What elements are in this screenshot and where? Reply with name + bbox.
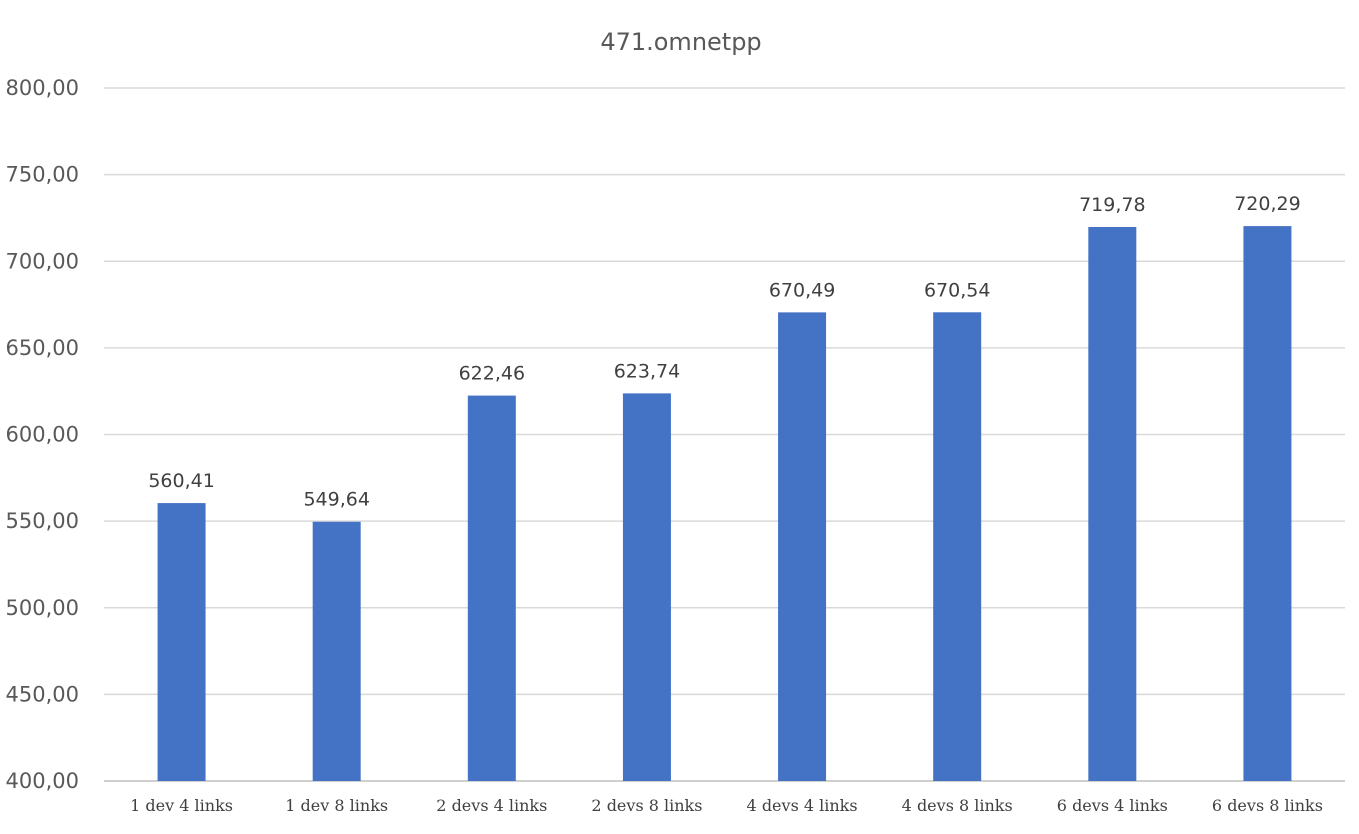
- x-tick-label: 2 devs 4 links: [436, 796, 547, 815]
- y-tick-label: 550,00: [6, 509, 79, 533]
- data-label: 622,46: [459, 363, 525, 385]
- x-tick-label: 1 dev 4 links: [130, 796, 233, 815]
- x-tick-label: 6 devs 8 links: [1212, 796, 1323, 815]
- y-tick-label: 800,00: [6, 76, 79, 100]
- x-tick-label: 2 devs 8 links: [591, 796, 702, 815]
- data-label: 670,54: [924, 279, 990, 301]
- bar: [778, 312, 827, 781]
- data-label: 560,41: [148, 470, 214, 492]
- bars: [157, 226, 1292, 782]
- data-label: 623,74: [614, 360, 680, 382]
- bar: [467, 395, 516, 781]
- y-tick-label: 500,00: [6, 596, 79, 620]
- x-tick-label: 4 devs 4 links: [747, 796, 858, 815]
- bar: [1243, 226, 1292, 781]
- y-axis-tick-labels: 400,00 450,00 500,00 550,00 600,00 650,00 700,…: [6, 76, 79, 793]
- data-label: 670,49: [769, 279, 835, 301]
- data-label: 719,78: [1079, 194, 1145, 216]
- x-tick-label: 1 dev 8 links: [285, 796, 388, 815]
- bar: [933, 312, 982, 781]
- x-axis-tick-labels: 1 dev 4 links 1 dev 8 links 2 devs 4 links…: [130, 796, 1323, 815]
- x-tick-label: 6 devs 4 links: [1057, 796, 1168, 815]
- y-tick-label: 400,00: [6, 769, 79, 793]
- data-label: 720,29: [1234, 193, 1300, 215]
- bar: [1088, 226, 1137, 782]
- data-label: 549,64: [303, 489, 369, 511]
- y-tick-label: 450,00: [6, 682, 79, 706]
- y-tick-label: 650,00: [6, 336, 79, 360]
- gridlines: [104, 87, 1345, 782]
- y-tick-label: 600,00: [6, 423, 79, 447]
- bar: [312, 521, 361, 781]
- data-labels: 560,41 549,64 622,46 623,74 670,49 670,54 719,…: [148, 193, 1300, 511]
- chart-title: 471.omnetpp: [600, 28, 761, 56]
- y-tick-label: 700,00: [6, 249, 79, 273]
- bar: [157, 503, 206, 781]
- bar: [622, 393, 671, 781]
- x-tick-label: 4 devs 8 links: [902, 796, 1013, 815]
- y-tick-label: 750,00: [6, 163, 79, 187]
